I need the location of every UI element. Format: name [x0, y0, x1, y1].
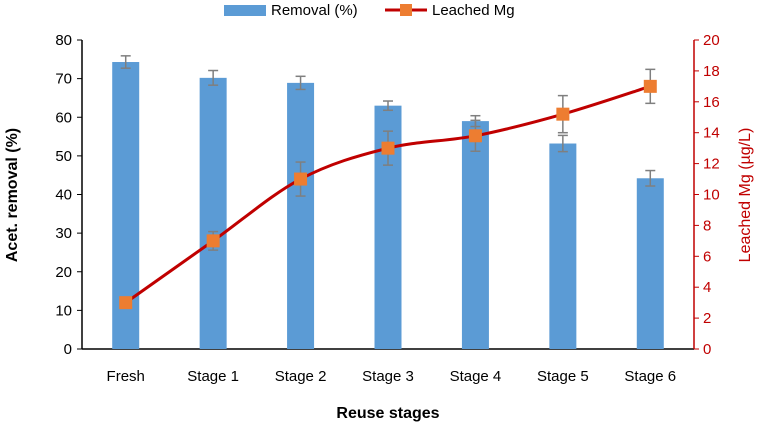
x-tick-label: Stage 3	[362, 368, 414, 385]
y-left-tick-label: 70	[55, 71, 72, 88]
y-left-tick-label: 50	[55, 148, 72, 165]
y-left-tick-label: 0	[64, 341, 72, 358]
bar-error-bars	[120, 55, 656, 187]
line-marker	[468, 129, 482, 143]
y-right-tick-label: 12	[703, 156, 720, 173]
y-left-tick-label: 30	[55, 225, 72, 242]
y-right-tick-label: 0	[703, 341, 711, 358]
line-marker	[556, 107, 570, 121]
legend-swatch-leached-marker	[400, 4, 412, 16]
bar	[549, 143, 577, 349]
y-right-tick-label: 6	[703, 248, 711, 265]
y-right-tick-label: 18	[703, 63, 720, 80]
x-tick-label: Stage 5	[537, 368, 589, 385]
x-axis-title: Reuse stages	[336, 405, 439, 422]
y-right-tick-label: 8	[703, 217, 711, 234]
x-ticks: Fresh Stage 1 Stage 2 Stage 3 Stage 4 Stage 5…	[107, 368, 677, 385]
legend-label-removal: Removal (%)	[271, 2, 358, 19]
line-marker	[294, 172, 308, 186]
x-tick-label: Stage 6	[624, 368, 676, 385]
bar	[199, 77, 227, 349]
x-tick-label: Stage 4	[450, 368, 502, 385]
y-right-tick-label: 10	[703, 187, 720, 204]
x-tick-label: Stage 2	[275, 368, 327, 385]
y-right-tick-label: 16	[703, 94, 720, 111]
y-right-tick-label: 14	[703, 125, 720, 142]
y-right-tick-label: 20	[703, 32, 720, 49]
y-axis-left-title: Acet. removal (%)	[4, 128, 21, 262]
line-marker	[381, 141, 395, 155]
y-right-tick-label: 2	[703, 310, 711, 327]
legend: Removal (%) Leached Mg	[224, 2, 515, 19]
y-left-tick-label: 10	[55, 302, 72, 319]
legend-swatch-removal	[224, 5, 266, 16]
line-marker	[206, 234, 220, 248]
x-tick-label: Stage 1	[187, 368, 239, 385]
y-left-tick-label: 60	[55, 109, 72, 126]
y-left-tick-label: 40	[55, 187, 72, 204]
legend-label-leached: Leached Mg	[432, 2, 515, 19]
y-left-tick-label: 80	[55, 32, 72, 49]
line-markers	[119, 79, 657, 310]
y-right-ticks: 0 2 4 6 8 10 12 14 16 18 20	[694, 32, 720, 358]
bar-series	[112, 62, 664, 350]
y-left-tick-label: 20	[55, 264, 72, 281]
line-error-bars	[208, 68, 656, 251]
bar	[287, 82, 315, 349]
bar	[636, 178, 664, 349]
line-marker	[643, 79, 657, 93]
x-tick-label: Fresh	[107, 368, 145, 385]
bar	[461, 121, 489, 349]
line-marker	[119, 296, 133, 310]
y-right-tick-label: 4	[703, 279, 711, 296]
y-axis-right-title: Leached Mg (µg/L)	[737, 128, 754, 263]
y-left-ticks: 0 10 20 30 40 50 60 70 80	[55, 32, 82, 358]
